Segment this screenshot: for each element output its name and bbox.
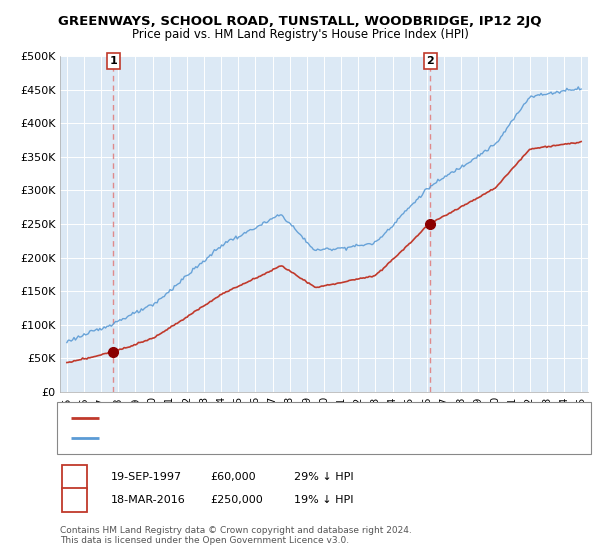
- Text: HPI: Average price, detached house, East Suffolk: HPI: Average price, detached house, East…: [105, 433, 349, 443]
- Text: 18-MAR-2016: 18-MAR-2016: [111, 494, 186, 505]
- Text: 2: 2: [427, 56, 434, 66]
- Text: GREENWAYS, SCHOOL ROAD, TUNSTALL, WOODBRIDGE, IP12 2JQ: GREENWAYS, SCHOOL ROAD, TUNSTALL, WOODBR…: [58, 15, 542, 28]
- Text: £60,000: £60,000: [210, 472, 256, 482]
- Text: This data is licensed under the Open Government Licence v3.0.: This data is licensed under the Open Gov…: [60, 536, 349, 545]
- Text: 19% ↓ HPI: 19% ↓ HPI: [294, 494, 353, 505]
- Text: 1: 1: [110, 56, 118, 66]
- Text: GREENWAYS, SCHOOL ROAD, TUNSTALL, WOODBRIDGE, IP12 2JQ (detached house): GREENWAYS, SCHOOL ROAD, TUNSTALL, WOODBR…: [105, 413, 521, 423]
- Text: 29% ↓ HPI: 29% ↓ HPI: [294, 472, 353, 482]
- Text: Price paid vs. HM Land Registry's House Price Index (HPI): Price paid vs. HM Land Registry's House …: [131, 28, 469, 41]
- Text: 2: 2: [70, 493, 79, 506]
- Text: 1: 1: [70, 470, 79, 484]
- Text: £250,000: £250,000: [210, 494, 263, 505]
- Text: Contains HM Land Registry data © Crown copyright and database right 2024.: Contains HM Land Registry data © Crown c…: [60, 526, 412, 535]
- Text: 19-SEP-1997: 19-SEP-1997: [111, 472, 182, 482]
